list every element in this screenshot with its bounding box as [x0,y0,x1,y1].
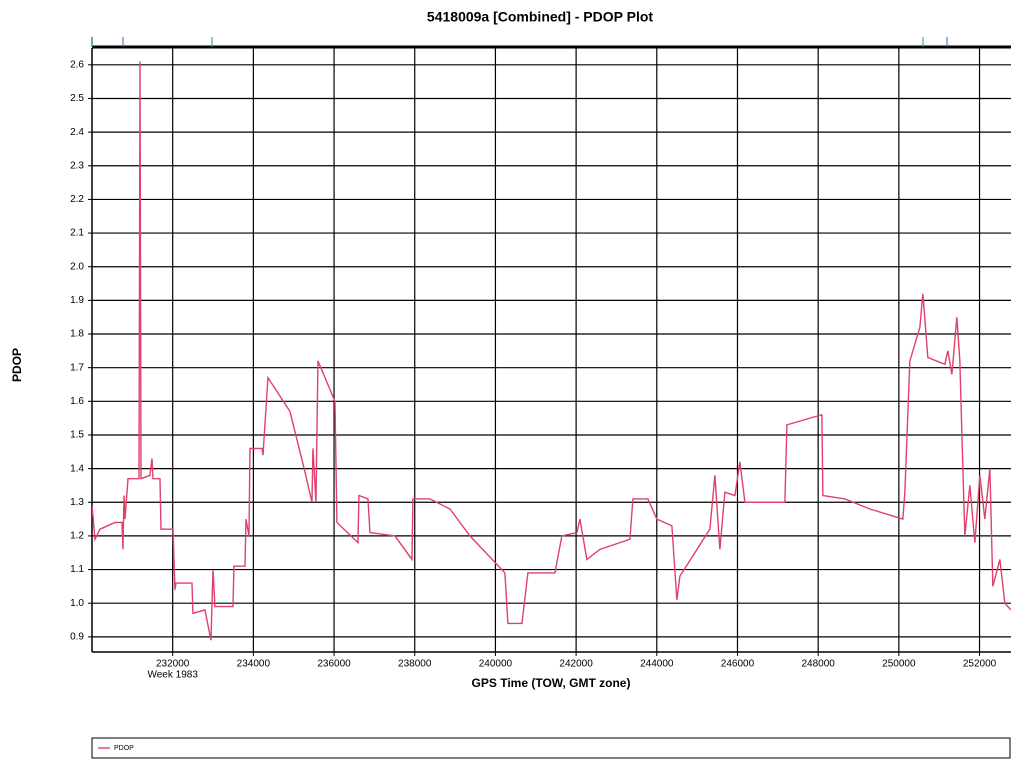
x-tick-label: 244000 [640,659,674,670]
annotation: Week 1983 [147,670,198,681]
x-tick-label: 248000 [801,659,835,670]
y-axis-title: PDOP [10,348,24,382]
y-tick-label: 1.5 [70,430,84,441]
x-tick-label: 242000 [559,659,593,670]
y-tick-label: 1.7 [70,362,84,373]
x-tick-label: 236000 [317,659,351,670]
y-tick-label: 1.8 [70,329,84,340]
y-tick-label: 2.6 [70,59,84,70]
legend-box [91,737,1011,759]
time-bar [91,37,1011,49]
data-line [92,61,1011,641]
x-tick-label: 234000 [237,659,271,670]
y-tick-label: 2.3 [70,160,84,171]
legend-label: PDOP [114,745,134,752]
plot-area [92,61,1011,641]
y-tick-label: 1.0 [70,598,84,609]
x-axis-title: GPS Time (TOW, GMT zone) [472,676,631,690]
y-tick-label: 2.5 [70,93,84,104]
y-tick-label: 2.1 [70,228,84,239]
x-tick-label: 252000 [963,659,997,670]
y-tick-label: 2.4 [70,127,84,138]
x-tick-label: 240000 [479,659,513,670]
chart-title: 5418009a [Combined] - PDOP Plot [427,9,653,25]
y-tick-label: 1.2 [70,531,84,542]
y-tick-label: 2.2 [70,194,84,205]
x-tick-label: 246000 [721,659,755,670]
y-tick-label: 1.9 [70,295,84,306]
x-tick-label: 250000 [882,659,916,670]
x-tick-label: 232000 [156,659,190,670]
y-tick-label: 1.1 [70,564,84,575]
y-tick-label: 1.6 [70,396,84,407]
y-tick-label: 2.0 [70,261,84,272]
y-tick-label: 1.4 [70,463,84,474]
y-tick-label: 1.3 [70,497,84,508]
y-tick-label: 0.9 [70,631,84,642]
x-tick-label: 238000 [398,659,432,670]
